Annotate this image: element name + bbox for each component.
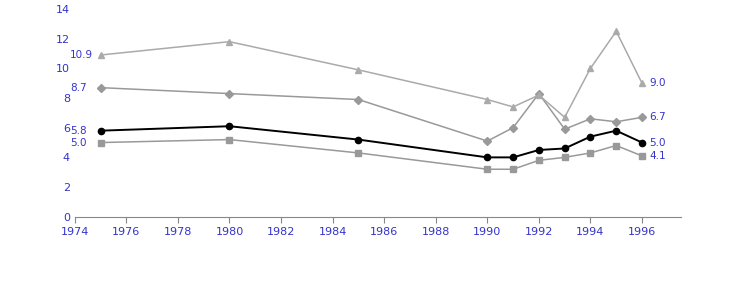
Text: 6.7: 6.7 bbox=[649, 112, 666, 122]
Text: 10.9: 10.9 bbox=[70, 50, 94, 60]
Text: 5.0: 5.0 bbox=[70, 138, 87, 147]
Text: 5.8: 5.8 bbox=[70, 126, 87, 136]
Text: 8.7: 8.7 bbox=[70, 83, 87, 93]
Text: 9.0: 9.0 bbox=[649, 78, 666, 88]
Text: 4.1: 4.1 bbox=[649, 151, 666, 161]
Text: 5.0: 5.0 bbox=[649, 138, 666, 147]
